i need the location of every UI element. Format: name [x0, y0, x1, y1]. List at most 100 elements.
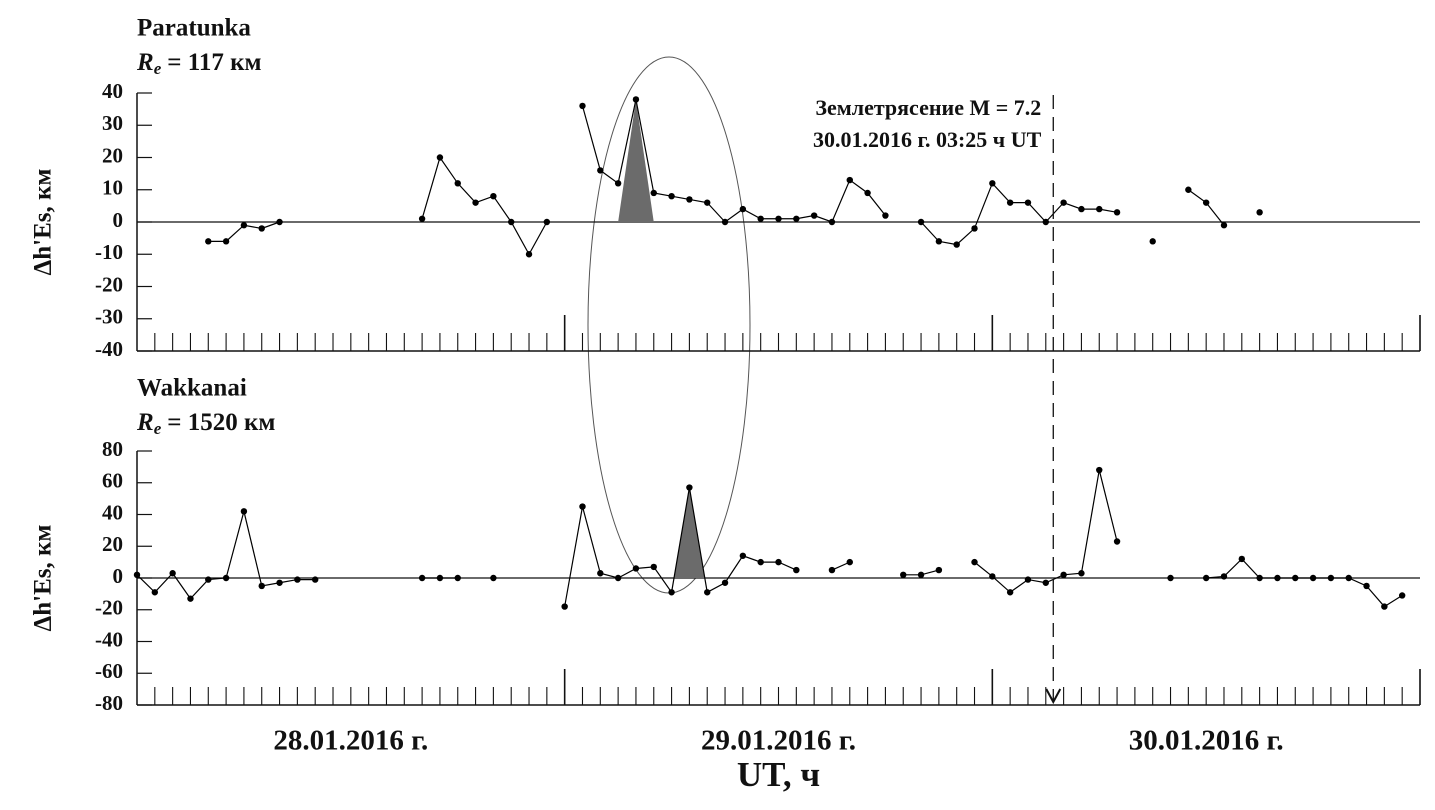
data-point — [828, 218, 836, 226]
y-tick-label: 60 — [102, 469, 123, 493]
data-point — [810, 212, 818, 219]
data-point — [1006, 589, 1014, 596]
data-point — [525, 251, 533, 258]
data-point — [1220, 222, 1228, 229]
data-point — [1220, 573, 1228, 580]
data-point — [1292, 574, 1299, 582]
subtitle-symbol: R — [136, 409, 154, 436]
data-point — [971, 225, 978, 232]
data-point — [846, 558, 853, 566]
data-point — [240, 508, 248, 515]
data-point — [686, 196, 693, 203]
data-point — [579, 102, 586, 110]
data-point — [846, 176, 853, 184]
y-tick-label: -20 — [95, 596, 123, 620]
data-point — [650, 189, 657, 197]
data-point — [775, 558, 782, 566]
data-point — [418, 215, 426, 222]
data-point — [490, 574, 497, 582]
y-tick-label: 20 — [102, 143, 123, 167]
x-day-label: 29.01.2016 г. — [701, 725, 856, 757]
y-tick-label: 0 — [113, 208, 124, 232]
data-point — [1006, 199, 1014, 206]
data-point — [917, 218, 925, 226]
data-point — [953, 241, 960, 248]
data-point — [1042, 218, 1049, 226]
data-point — [668, 589, 675, 596]
y-tick-label: 10 — [102, 176, 123, 200]
data-point — [240, 222, 248, 229]
data-point — [739, 552, 747, 559]
data-point — [187, 595, 194, 602]
data-point — [454, 574, 461, 582]
data-point — [614, 574, 622, 582]
x-day-label: 30.01.2016 г. — [1129, 725, 1284, 757]
highlight-area — [674, 487, 705, 578]
x-axis-label: UT, ч — [737, 755, 820, 794]
data-point — [1363, 582, 1370, 590]
y-tick-label: -80 — [95, 691, 123, 715]
y-tick-label: -20 — [95, 272, 123, 296]
panel-title: Paratunka — [137, 15, 251, 42]
y-tick-label: -40 — [95, 627, 123, 651]
data-point — [508, 218, 515, 226]
data-point — [543, 218, 551, 226]
data-point — [1274, 574, 1281, 582]
data-point — [436, 154, 444, 161]
panel-title: Wakkanai — [137, 375, 247, 402]
subtitle-text: = 1520 км — [167, 409, 275, 436]
data-point — [971, 558, 978, 566]
data-point — [1149, 238, 1156, 245]
data-point — [1327, 574, 1335, 582]
data-point — [775, 215, 782, 222]
data-point — [1078, 205, 1085, 213]
data-point — [828, 566, 836, 574]
data-point — [205, 576, 212, 583]
x-day-label: 28.01.2016 г. — [273, 725, 428, 757]
data-point — [1256, 209, 1263, 216]
data-point — [1078, 570, 1085, 577]
y-tick-label: 20 — [102, 532, 123, 556]
data-point — [632, 565, 640, 572]
data-point — [935, 566, 943, 574]
data-point — [935, 238, 943, 245]
data-point — [1024, 576, 1032, 583]
data-point — [917, 571, 925, 579]
data-point — [739, 205, 747, 213]
data-point — [650, 563, 657, 571]
data-point — [1060, 199, 1067, 206]
y-axis-label: Δh'Es, км — [30, 525, 57, 632]
data-point — [276, 218, 283, 226]
data-line — [136, 469, 1403, 608]
panel-subtitle: Re = 117 км — [136, 49, 262, 78]
data-point — [258, 225, 265, 232]
y-tick-label: 80 — [102, 437, 123, 461]
panel-subtitle: Re = 1520 км — [136, 409, 275, 438]
event-arrow — [1045, 688, 1062, 705]
data-point — [436, 574, 444, 582]
data-point — [276, 579, 283, 586]
data-point — [205, 238, 212, 245]
data-point — [989, 180, 996, 187]
subtitle-text: = 117 км — [167, 49, 261, 76]
data-point — [311, 576, 319, 583]
y-tick-label: -30 — [95, 305, 123, 329]
data-point — [900, 571, 907, 579]
y-tick-label: 40 — [102, 79, 123, 103]
data-point — [864, 189, 871, 197]
data-point — [1042, 579, 1049, 586]
data-point — [1381, 603, 1388, 610]
data-point — [1096, 466, 1103, 474]
data-point — [1096, 205, 1103, 213]
data-point — [222, 574, 230, 582]
data-point — [597, 570, 604, 577]
data-point — [1309, 574, 1317, 582]
data-point — [1256, 574, 1263, 582]
data-point — [472, 199, 479, 206]
data-point — [597, 167, 604, 174]
data-point — [793, 215, 800, 222]
data-point — [793, 566, 800, 574]
data-point — [1113, 538, 1121, 545]
data-point — [561, 603, 568, 610]
